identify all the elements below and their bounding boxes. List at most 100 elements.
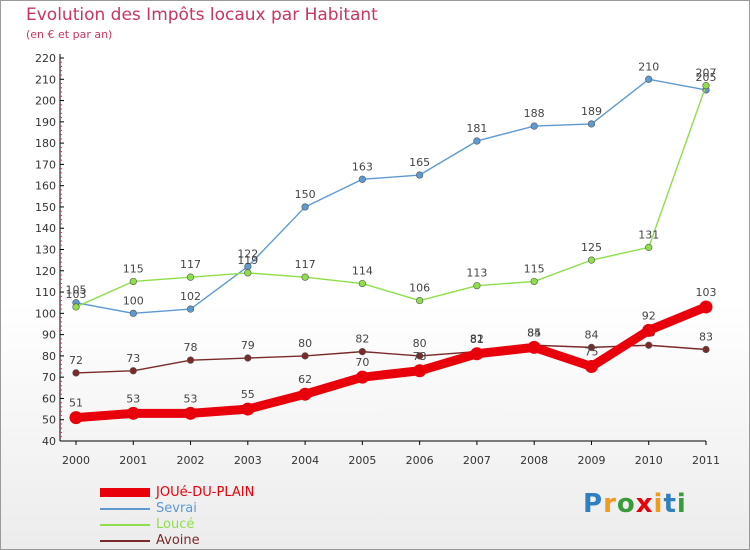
series-2-data-label: 102	[180, 290, 201, 303]
series-4-point	[72, 369, 80, 377]
series-3-data-label: 207	[696, 67, 717, 80]
legend-swatch	[100, 540, 150, 542]
y-tick-label: 120	[35, 265, 56, 278]
series-1-point	[527, 340, 541, 354]
series-3-point	[72, 303, 80, 311]
x-tick-label: 2001	[119, 454, 147, 467]
y-tick-label: 90	[42, 329, 56, 342]
series-3-point	[645, 243, 653, 251]
y-tick-label: 200	[35, 95, 56, 108]
y-tick-label: 80	[42, 350, 56, 363]
series-3-data-label: 115	[524, 262, 545, 275]
y-tick-label: 220	[35, 52, 56, 65]
series-4-data-label: 80	[298, 337, 312, 350]
series-1-point	[184, 406, 198, 420]
series-1-data-label: 51	[69, 397, 83, 410]
series-4-point	[358, 348, 366, 356]
logo-letter: t	[663, 489, 677, 519]
series-1-point	[126, 406, 140, 420]
series-2-data-label: 210	[638, 60, 659, 73]
series-1-data-label: 84	[527, 326, 541, 339]
legend-swatch	[100, 488, 150, 497]
series-1-data-label: 53	[126, 392, 140, 405]
series-2-point	[587, 120, 596, 128]
series-4-data-label: 82	[355, 333, 369, 346]
series-4-point	[702, 345, 710, 354]
series-1-point	[470, 347, 484, 361]
series-3-data-label: 125	[581, 241, 602, 254]
legend-label: Loucé	[156, 517, 195, 532]
series-4-data-label: 84	[584, 328, 598, 341]
x-tick-label: 2007	[463, 454, 491, 467]
x-tick-label: 2006	[406, 454, 434, 467]
series-line-4	[75, 344, 707, 374]
series-2-data-label: 205	[696, 71, 717, 84]
y-tick-label: 170	[35, 158, 56, 171]
series-3-point	[186, 273, 195, 281]
series-4-data-label: 79	[241, 339, 255, 352]
series-3-point	[358, 279, 366, 288]
series-3-data-label: 106	[409, 282, 430, 295]
y-tick-label: 190	[35, 116, 56, 129]
x-tick-label: 2003	[234, 454, 262, 467]
series-4-point	[587, 343, 596, 351]
y-tick-label: 40	[42, 435, 56, 448]
x-tick-label: 2008	[520, 454, 548, 467]
series-3-point	[702, 82, 710, 90]
series-4-data-label: 73	[126, 352, 140, 365]
series-1-point	[584, 360, 598, 374]
x-tick-label: 2009	[577, 454, 605, 467]
chart-subtitle: (en € et par an)	[26, 28, 113, 41]
y-tick-label: 180	[35, 137, 56, 150]
series-2-data-label: 181	[466, 122, 487, 135]
series-4-data-label: 83	[699, 331, 713, 344]
series-2-data-label: 188	[524, 107, 545, 120]
y-tick-label: 60	[42, 392, 56, 405]
legend-swatch	[100, 524, 150, 526]
y-tick-label: 140	[35, 222, 56, 235]
x-tick-label: 2010	[635, 454, 663, 467]
series-1-data-label: 81	[470, 333, 484, 346]
series-2-point	[645, 75, 653, 83]
series-2-point	[358, 175, 366, 183]
series-2-point	[186, 305, 195, 313]
series-2-point	[530, 122, 538, 130]
series-1-data-label: 55	[241, 388, 255, 401]
series-1-point	[413, 364, 427, 378]
chart-title: Evolution des Impôts locaux par Habitant	[26, 5, 378, 25]
series-3-point	[301, 273, 309, 281]
series-4-point	[186, 356, 195, 364]
x-tick-label: 2004	[291, 454, 319, 467]
series-1-point	[642, 323, 656, 337]
series-4-data-label: 72	[69, 354, 83, 367]
series-1-data-label: 103	[696, 286, 717, 299]
series-3-data-label: 115	[123, 262, 144, 275]
y-tick-label: 130	[35, 244, 56, 257]
series-2-data-label: 122	[237, 248, 258, 261]
series-3-point	[244, 269, 252, 277]
y-tick-label: 70	[42, 371, 56, 384]
y-tick-label: 150	[35, 201, 56, 214]
series-3-point	[530, 277, 538, 286]
series-4-data-label: 85	[527, 326, 541, 339]
series-3-data-label: 103	[66, 288, 87, 301]
y-tick-label: 100	[35, 307, 56, 320]
series-2-point	[416, 171, 424, 179]
series-1-data-label: 75	[584, 346, 598, 359]
y-tick-label: 50	[42, 414, 56, 427]
series-1-data-label: 92	[642, 309, 656, 322]
series-1-point	[241, 402, 255, 416]
series-4-point	[645, 341, 653, 349]
series-4-point	[301, 352, 309, 360]
series-4-point	[129, 367, 137, 375]
series-line-1	[71, 302, 711, 423]
series-3-point	[416, 296, 424, 305]
series-1-point	[355, 370, 369, 384]
logo-letter: r	[603, 489, 617, 519]
series-2-data-label: 105	[66, 284, 87, 297]
series-3-data-label: 117	[295, 258, 316, 271]
y-tick-label: 110	[35, 286, 56, 299]
series-3-data-label: 131	[638, 228, 659, 241]
series-2-data-label: 189	[581, 105, 602, 118]
